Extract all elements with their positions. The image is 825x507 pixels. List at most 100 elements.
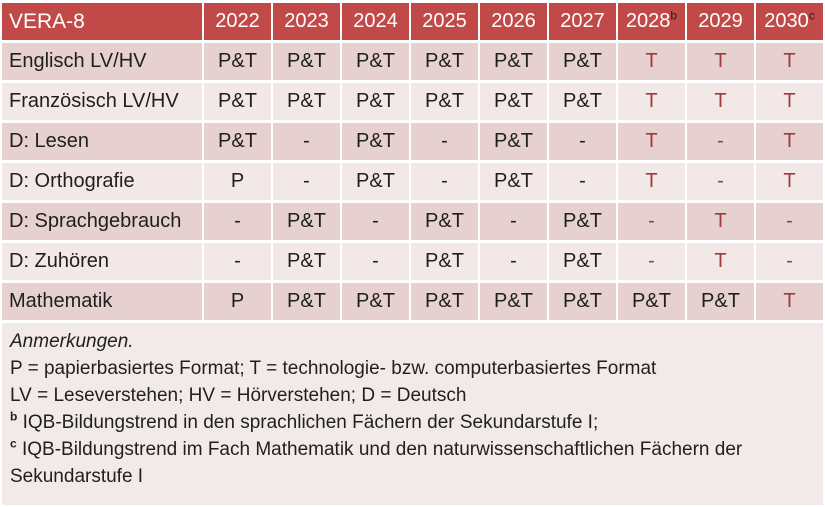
format-cell: - bbox=[342, 243, 409, 280]
format-cell: P&T bbox=[549, 203, 616, 240]
format-cell: T bbox=[618, 123, 685, 160]
table-title: VERA-8 bbox=[2, 3, 202, 40]
format-cell: - bbox=[411, 123, 478, 160]
footnote-mark: b bbox=[10, 409, 18, 424]
format-cell: T bbox=[756, 43, 823, 80]
year-header-2030: 2030c bbox=[756, 3, 823, 40]
format-cell: - bbox=[618, 243, 685, 280]
format-cell: - bbox=[273, 123, 340, 160]
table-row: D: Lesen P&T - P&T - P&T - T - T bbox=[2, 123, 823, 160]
format-cell: P&T bbox=[480, 283, 547, 320]
format-cell: T bbox=[756, 283, 823, 320]
year-footnote-mark: b bbox=[670, 8, 678, 23]
format-cell: P&T bbox=[273, 203, 340, 240]
note-line: P = papierbasiertes Format; T = technolo… bbox=[10, 358, 657, 379]
format-cell: - bbox=[480, 203, 547, 240]
note-line: LV = Leseverstehen; HV = Hörverstehen; D… bbox=[10, 385, 467, 406]
row-label: D: Orthografie bbox=[2, 163, 202, 200]
format-cell: - bbox=[687, 123, 754, 160]
format-cell: P&T bbox=[342, 123, 409, 160]
format-cell: T bbox=[756, 123, 823, 160]
format-cell: P&T bbox=[480, 83, 547, 120]
format-cell: P&T bbox=[687, 283, 754, 320]
format-cell: - bbox=[204, 203, 271, 240]
format-cell: T bbox=[618, 43, 685, 80]
format-cell: T bbox=[687, 203, 754, 240]
format-cell: - bbox=[687, 163, 754, 200]
year-header-2029: 2029 bbox=[687, 3, 754, 40]
format-cell: P&T bbox=[618, 283, 685, 320]
format-cell: T bbox=[756, 83, 823, 120]
year-header-2026: 2026 bbox=[480, 3, 547, 40]
footnote-mark: c bbox=[10, 436, 17, 451]
format-cell: T bbox=[687, 83, 754, 120]
format-cell: P&T bbox=[549, 283, 616, 320]
format-cell: P&T bbox=[342, 163, 409, 200]
format-cell: T bbox=[687, 243, 754, 280]
row-label: Französisch LV/HV bbox=[2, 83, 202, 120]
format-cell: P&T bbox=[480, 163, 547, 200]
format-cell: P&T bbox=[411, 283, 478, 320]
row-label: D: Zuhören bbox=[2, 243, 202, 280]
format-cell: P&T bbox=[549, 43, 616, 80]
format-cell: P bbox=[204, 283, 271, 320]
format-cell: - bbox=[411, 163, 478, 200]
format-cell: P&T bbox=[480, 123, 547, 160]
format-cell: - bbox=[549, 123, 616, 160]
format-cell: T bbox=[618, 83, 685, 120]
table-row: D: Zuhören - P&T - P&T - P&T - T - bbox=[2, 243, 823, 280]
format-cell: - bbox=[618, 203, 685, 240]
format-cell: P&T bbox=[273, 43, 340, 80]
format-cell: P&T bbox=[411, 203, 478, 240]
format-cell: - bbox=[480, 243, 547, 280]
vera8-format-table: VERA-8 2022 2023 2024 2025 2026 2027 2028b 2029… bbox=[2, 3, 823, 320]
format-cell: - bbox=[273, 163, 340, 200]
table-row: Englisch LV/HV P&T P&T P&T P&T P&T P&T T T T bbox=[2, 43, 823, 80]
year-header-2024: 2024 bbox=[342, 3, 409, 40]
format-cell: P&T bbox=[204, 123, 271, 160]
format-cell: T bbox=[756, 163, 823, 200]
note-line: c IQB-Bildungstrend im Fach Mathematik u… bbox=[10, 436, 743, 487]
format-cell: P&T bbox=[549, 243, 616, 280]
format-cell: - bbox=[756, 203, 823, 240]
year-header-2022: 2022 bbox=[204, 3, 271, 40]
format-cell: P&T bbox=[411, 83, 478, 120]
year-footnote-mark: c bbox=[808, 8, 815, 23]
format-cell: P&T bbox=[204, 43, 271, 80]
row-label: Englisch LV/HV bbox=[2, 43, 202, 80]
format-cell: - bbox=[342, 203, 409, 240]
year-header-2025: 2025 bbox=[411, 3, 478, 40]
format-cell: P&T bbox=[342, 43, 409, 80]
table-header-row: VERA-8 2022 2023 2024 2025 2026 2027 2028b 2029… bbox=[2, 3, 823, 40]
format-cell: P&T bbox=[549, 83, 616, 120]
row-label: Mathematik bbox=[2, 283, 202, 320]
format-cell: P bbox=[204, 163, 271, 200]
row-label: D: Sprachgebrauch bbox=[2, 203, 202, 240]
format-cell: P&T bbox=[411, 243, 478, 280]
format-cell: P&T bbox=[273, 83, 340, 120]
year-header-2027: 2027 bbox=[549, 3, 616, 40]
table-notes: Anmerkungen. P = papierbasiertes Format; … bbox=[2, 323, 823, 505]
format-cell: - bbox=[756, 243, 823, 280]
format-cell: P&T bbox=[342, 83, 409, 120]
table-row: Mathematik P P&T P&T P&T P&T P&T P&T P&T T bbox=[2, 283, 823, 320]
format-cell: P&T bbox=[273, 283, 340, 320]
format-cell: - bbox=[204, 243, 271, 280]
note-line: b IQB-Bildungstrend in den sprachlichen … bbox=[10, 409, 599, 433]
format-cell: P&T bbox=[480, 43, 547, 80]
format-cell: T bbox=[618, 163, 685, 200]
format-cell: T bbox=[687, 43, 754, 80]
table-row: D: Sprachgebrauch - P&T - P&T - P&T - T - bbox=[2, 203, 823, 240]
table-row: Französisch LV/HV P&T P&T P&T P&T P&T P&T T T T bbox=[2, 83, 823, 120]
table-row: D: Orthografie P - P&T - P&T - T - T bbox=[2, 163, 823, 200]
year-header-2023: 2023 bbox=[273, 3, 340, 40]
format-cell: P&T bbox=[204, 83, 271, 120]
format-cell: - bbox=[549, 163, 616, 200]
row-label: D: Lesen bbox=[2, 123, 202, 160]
format-cell: P&T bbox=[411, 43, 478, 80]
format-cell: P&T bbox=[342, 283, 409, 320]
format-cell: P&T bbox=[273, 243, 340, 280]
note-line: Anmerkungen. bbox=[10, 331, 134, 352]
year-header-2028: 2028b bbox=[618, 3, 685, 40]
